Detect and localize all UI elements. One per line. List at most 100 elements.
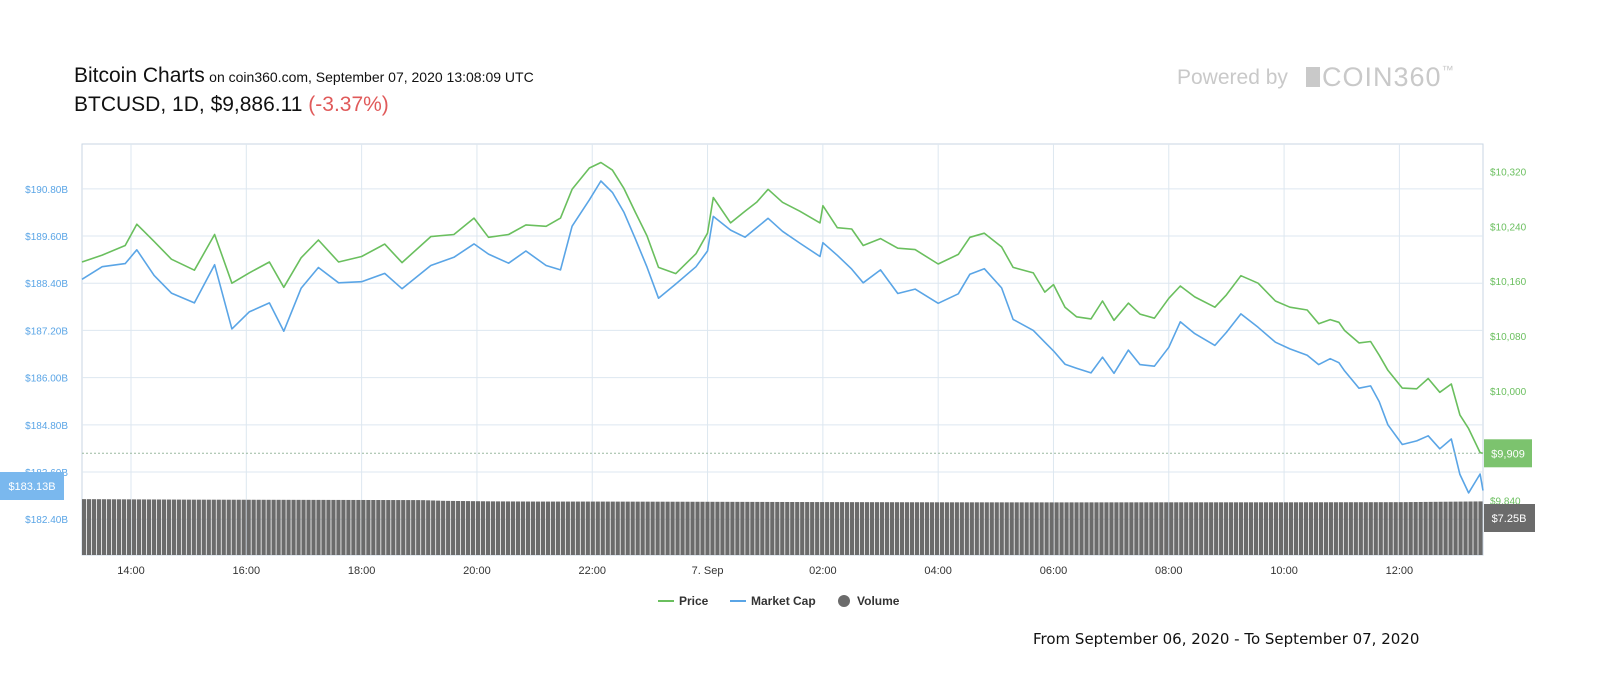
volume-bar: [401, 500, 406, 555]
volume-bar: [1413, 502, 1418, 555]
volume-bar: [1044, 502, 1049, 555]
volume-bar: [825, 502, 830, 555]
volume-bar: [396, 500, 401, 555]
volume-bar: [630, 501, 635, 555]
volume-bar: [461, 501, 466, 555]
volume-bar: [600, 501, 605, 555]
left-axis-tick: $188.40B: [25, 279, 68, 290]
volume-bar: [660, 501, 665, 555]
volume-bar: [231, 499, 236, 555]
volume-bar: [1328, 502, 1333, 555]
volume-bar: [1248, 502, 1254, 555]
volume-bar: [1184, 502, 1189, 555]
coin360-logo[interactable]: COIN360™: [1306, 62, 1455, 93]
volume-bar: [141, 499, 147, 555]
volume-bar: [1089, 502, 1094, 555]
volume-bar: [820, 502, 825, 555]
x-tick-label: 20:00: [463, 565, 491, 577]
volume-bar: [1199, 502, 1204, 555]
x-tick-label: 02:00: [809, 565, 837, 577]
volume-bar: [645, 501, 650, 555]
volume-bar: [1099, 502, 1104, 555]
volume-bar: [1263, 502, 1269, 555]
volume-bar: [1433, 501, 1438, 555]
right-axis-tick: $10,080: [1490, 332, 1527, 343]
volume-bar: [151, 499, 157, 555]
volume-bar: [785, 501, 790, 555]
volume-bar: [411, 500, 416, 555]
x-tick-label: 10:00: [1270, 565, 1298, 577]
volume-bar: [211, 499, 216, 555]
volume-bar: [86, 499, 92, 555]
volume-bar: [675, 501, 680, 555]
right-axis-tick: $9,840: [1490, 497, 1521, 508]
volume-bar: [979, 502, 984, 555]
volume-bar: [381, 500, 386, 555]
volume-bar: [1124, 502, 1129, 555]
volume-bar: [525, 501, 531, 555]
volume-bar: [1383, 502, 1388, 555]
volume-bar: [116, 499, 122, 555]
volume-bar: [949, 502, 954, 555]
volume-bar: [899, 502, 905, 555]
volume-bar: [800, 502, 805, 555]
volume-bar: [984, 502, 989, 555]
volume-bar: [924, 502, 930, 555]
volume-bar: [1258, 502, 1264, 555]
legend-label-volume: Volume: [857, 594, 900, 608]
volume-bar: [1403, 502, 1408, 555]
volume-bar: [530, 501, 536, 555]
volume-bar: [874, 502, 880, 555]
volume-bar: [161, 499, 166, 555]
volume-bar: [346, 499, 351, 555]
volume-bar: [770, 501, 775, 555]
chart-title: Bitcoin Charts: [74, 64, 205, 87]
volume-bar: [1059, 502, 1064, 555]
volume-bar: [456, 500, 461, 555]
volume-bar: [281, 499, 286, 555]
market-cap-current-label: $183.13B: [8, 481, 55, 493]
volume-bar: [760, 501, 765, 555]
date-range-footer: From September 06, 2020 - To September 0…: [1033, 630, 1420, 648]
volume-bar: [879, 502, 885, 555]
volume-bar: [206, 499, 211, 555]
pair-label: BTCUSD,: [74, 93, 167, 116]
volume-bar: [91, 499, 97, 555]
volume-bar: [1353, 502, 1358, 555]
volume-bar: [840, 502, 845, 555]
volume-bar: [1019, 502, 1024, 555]
volume-bar: [431, 500, 436, 555]
volume-bar: [835, 502, 840, 555]
volume-bar: [201, 499, 206, 555]
volume-bar: [685, 501, 690, 555]
volume-bar: [904, 502, 910, 555]
volume-bar: [575, 501, 580, 555]
volume-bar: [1448, 501, 1453, 555]
powered-by-text: Powered by: [1177, 66, 1288, 89]
volume-bar: [1204, 502, 1209, 555]
volume-bar: [1453, 501, 1458, 555]
volume-bar: [361, 499, 366, 555]
volume-bar: [436, 500, 441, 555]
volume-bar: [655, 501, 660, 555]
volume-bar: [126, 499, 132, 555]
volume-bar: [1428, 501, 1433, 555]
volume-bar: [1388, 502, 1393, 555]
volume-bar: [475, 501, 481, 555]
volume-bar: [251, 499, 256, 555]
volume-bar: [1478, 501, 1483, 555]
volume-bar: [845, 502, 850, 555]
volume-bar: [705, 501, 710, 555]
volume-bar: [1363, 502, 1368, 555]
price-current-badge: [1484, 439, 1532, 468]
volume-bar: [1039, 502, 1044, 555]
left-axis-tick: $187.20B: [25, 326, 68, 337]
volume-bar: [595, 501, 600, 555]
volume-bar: [745, 501, 750, 555]
legend-label-market-cap: Market Cap: [751, 594, 816, 608]
legend-swatch-volume[interactable]: [838, 595, 850, 607]
volume-bar: [391, 500, 396, 555]
volume-bar: [680, 501, 685, 555]
volume-bar: [1114, 502, 1119, 555]
volume-bar: [580, 501, 585, 555]
